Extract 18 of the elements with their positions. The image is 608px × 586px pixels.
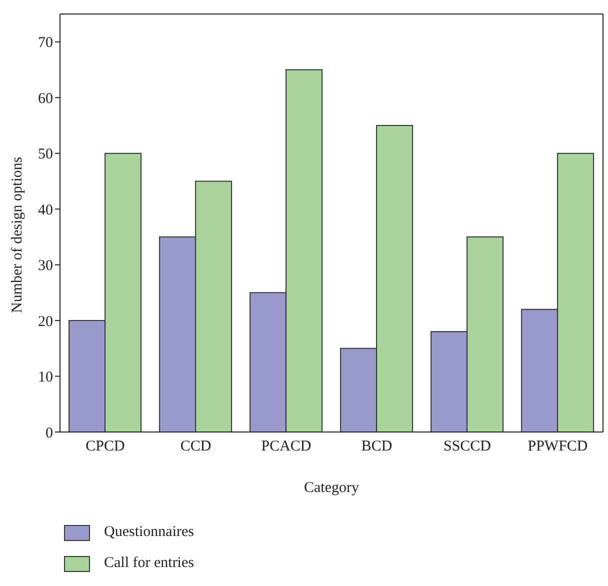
y-tick-label: 50 [38,146,53,163]
x-tick-label: BCD [361,438,392,455]
x-tick-label: PCACD [261,438,312,455]
x-tick-label: SSCCD [443,438,492,455]
y-tick-label: 70 [38,35,53,52]
x-tick-label: PPWFCD [528,438,588,455]
y-tick-label: 30 [38,258,53,274]
y-axis-title: Number of design options [9,156,26,313]
y-tick-label: 40 [38,202,53,218]
y-tick-label: 0 [46,425,53,442]
x-tick-label: CCD [180,438,212,455]
y-tick-label: 10 [38,370,53,386]
y-tick-label: 20 [38,314,53,330]
x-axis-title: Category [304,480,360,496]
y-tick-label: 60 [38,90,53,107]
x-tick-label: CPCD [86,438,126,455]
legend-label: Call for entries [104,555,194,572]
legend-label: Questionnaires [104,524,194,541]
